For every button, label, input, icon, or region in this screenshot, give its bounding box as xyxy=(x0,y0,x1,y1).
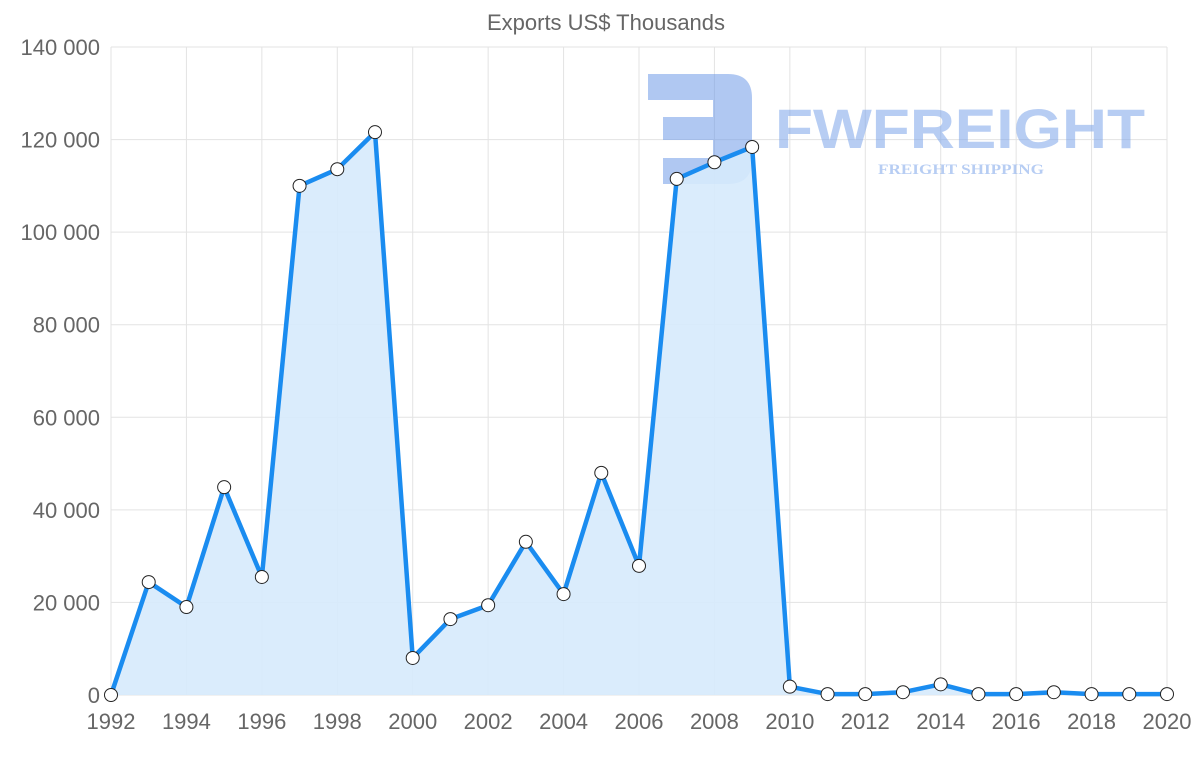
data-point[interactable] xyxy=(1046,685,1061,700)
x-tick-label: 2006 xyxy=(615,709,664,734)
x-tick-label: 2016 xyxy=(992,709,1041,734)
data-point[interactable] xyxy=(141,575,156,590)
y-axis: 0 20 000 40 000 60 000 80 000 100 000 120 000 1… xyxy=(20,35,100,708)
y-tick-label: 20 000 xyxy=(33,590,100,615)
x-tick-label: 2008 xyxy=(690,709,739,734)
data-point[interactable] xyxy=(1122,687,1137,702)
x-tick-label: 2014 xyxy=(916,709,965,734)
area-fill xyxy=(111,132,1167,695)
data-point[interactable] xyxy=(933,677,948,692)
x-tick-label: 1994 xyxy=(162,709,211,734)
data-point[interactable] xyxy=(1160,687,1174,702)
y-tick-label: 0 xyxy=(88,683,100,708)
data-point[interactable] xyxy=(292,178,307,193)
data-point[interactable] xyxy=(368,125,382,140)
data-point[interactable] xyxy=(481,598,496,613)
y-tick-label: 40 000 xyxy=(33,498,100,523)
y-tick-label: 120 000 xyxy=(20,128,100,153)
x-tick-label: 2002 xyxy=(464,709,513,734)
series xyxy=(104,125,1174,702)
data-point[interactable] xyxy=(405,650,420,665)
data-point[interactable] xyxy=(594,465,609,480)
data-point[interactable] xyxy=(745,139,760,154)
x-tick-label: 1996 xyxy=(237,709,286,734)
watermark-logo: FWFREIGHT FREIGHT SHIPPING xyxy=(648,74,1145,184)
y-tick-label: 140 000 xyxy=(20,35,100,60)
data-point[interactable] xyxy=(104,688,118,702)
watermark-tagline: FREIGHT SHIPPING xyxy=(878,162,1044,178)
x-tick-label: 2010 xyxy=(765,709,814,734)
x-tick-label: 2012 xyxy=(841,709,890,734)
data-point[interactable] xyxy=(707,155,722,170)
x-tick-label: 2004 xyxy=(539,709,588,734)
data-point[interactable] xyxy=(254,569,269,584)
data-point[interactable] xyxy=(971,687,986,702)
data-point[interactable] xyxy=(330,162,345,177)
data-point[interactable] xyxy=(858,687,873,702)
data-point[interactable] xyxy=(217,480,232,495)
x-axis: 1992 1994 1996 1998 2000 2002 2004 2006 2008 2010… xyxy=(87,709,1192,734)
data-point[interactable] xyxy=(443,612,458,627)
x-tick-label: 2018 xyxy=(1067,709,1116,734)
x-tick-label: 2020 xyxy=(1143,709,1192,734)
data-point[interactable] xyxy=(179,600,194,615)
x-tick-label: 2000 xyxy=(388,709,437,734)
y-tick-label: 60 000 xyxy=(33,405,100,430)
data-point[interactable] xyxy=(1084,687,1099,702)
x-tick-label: 1992 xyxy=(87,709,136,734)
data-point[interactable] xyxy=(820,687,835,702)
x-tick-label: 1998 xyxy=(313,709,362,734)
chart-title: Exports US$ Thousands xyxy=(487,10,725,35)
data-point[interactable] xyxy=(896,685,910,700)
data-point[interactable] xyxy=(1009,687,1024,702)
watermark-brand: FWFREIGHT xyxy=(775,97,1145,160)
grid xyxy=(110,46,1168,696)
data-point[interactable] xyxy=(782,679,797,694)
data-point[interactable] xyxy=(669,171,684,186)
data-point[interactable] xyxy=(632,558,646,573)
data-point[interactable] xyxy=(518,534,533,549)
y-tick-label: 80 000 xyxy=(33,313,100,338)
y-tick-label: 100 000 xyxy=(20,220,100,245)
data-point[interactable] xyxy=(556,587,571,602)
